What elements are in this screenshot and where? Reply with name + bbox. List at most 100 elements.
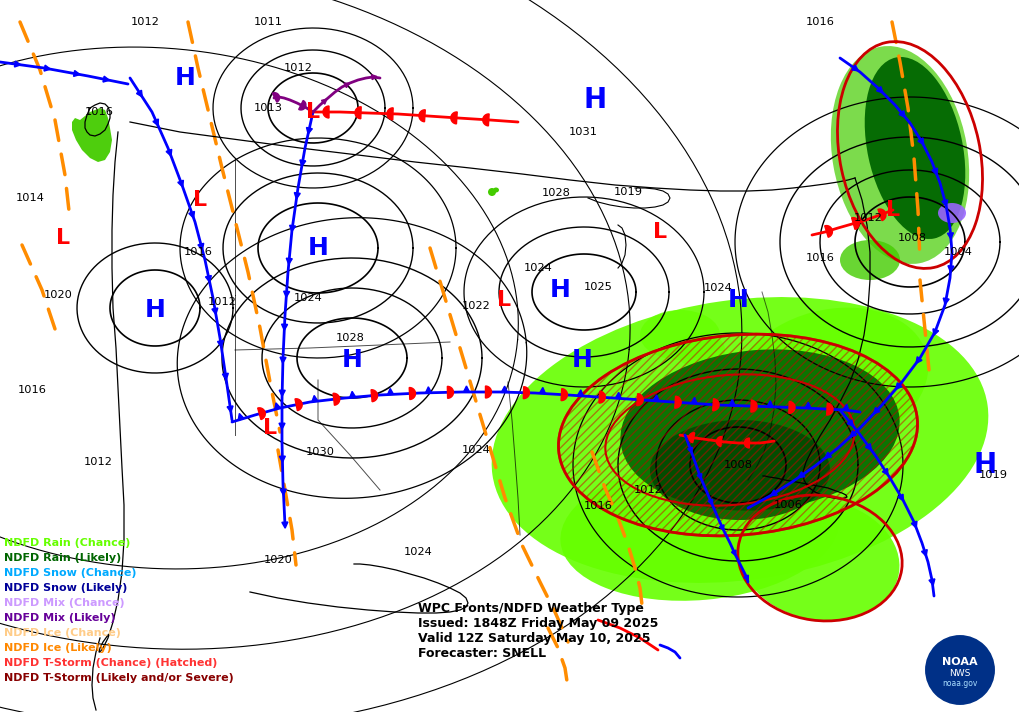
Polygon shape: [279, 456, 285, 462]
Text: 1016: 1016: [17, 385, 47, 395]
Polygon shape: [344, 83, 350, 88]
Polygon shape: [918, 138, 923, 145]
Text: 1024: 1024: [293, 293, 322, 303]
Ellipse shape: [488, 188, 496, 196]
Ellipse shape: [840, 240, 900, 280]
Text: NDFD Rain (Chance): NDFD Rain (Chance): [4, 538, 130, 548]
Polygon shape: [206, 276, 211, 282]
Polygon shape: [916, 357, 922, 363]
Text: 1016: 1016: [806, 253, 835, 263]
Polygon shape: [198, 244, 204, 250]
Text: 1016: 1016: [584, 501, 612, 511]
Text: 1012: 1012: [283, 63, 313, 73]
Polygon shape: [283, 291, 289, 298]
Polygon shape: [789, 402, 795, 414]
Polygon shape: [825, 452, 832, 459]
Text: noaa.gov: noaa.gov: [943, 679, 977, 689]
Polygon shape: [355, 107, 361, 119]
Text: 1016: 1016: [85, 107, 113, 117]
Polygon shape: [561, 389, 568, 401]
Text: NDFD Ice (Chance): NDFD Ice (Chance): [4, 628, 121, 638]
Text: H: H: [341, 348, 363, 372]
Text: 1024: 1024: [404, 547, 432, 557]
Polygon shape: [708, 499, 712, 505]
Polygon shape: [450, 112, 458, 124]
Polygon shape: [323, 106, 329, 118]
Text: L: L: [263, 418, 277, 438]
Polygon shape: [222, 373, 228, 379]
Text: 1028: 1028: [541, 188, 571, 198]
Text: L: L: [56, 228, 70, 248]
Polygon shape: [72, 108, 112, 162]
Polygon shape: [729, 399, 735, 406]
Text: NDFD T-Storm (Chance) (Hatched): NDFD T-Storm (Chance) (Hatched): [4, 658, 217, 668]
Polygon shape: [426, 387, 431, 393]
Text: L: L: [193, 190, 207, 210]
Text: L: L: [653, 222, 667, 242]
Polygon shape: [770, 490, 777, 496]
Polygon shape: [281, 324, 287, 330]
Text: 1024: 1024: [524, 263, 552, 273]
Polygon shape: [876, 87, 882, 93]
Polygon shape: [719, 525, 723, 530]
Text: 1012: 1012: [854, 213, 882, 223]
Polygon shape: [599, 391, 605, 403]
Polygon shape: [299, 100, 306, 110]
Polygon shape: [321, 99, 327, 104]
Text: 1012: 1012: [634, 485, 662, 495]
Ellipse shape: [560, 459, 840, 601]
Polygon shape: [744, 575, 748, 581]
Polygon shape: [447, 387, 453, 398]
Polygon shape: [929, 579, 934, 585]
Text: 1028: 1028: [335, 333, 365, 343]
Text: H: H: [572, 348, 592, 372]
Polygon shape: [410, 387, 416, 399]
Text: H: H: [728, 288, 748, 312]
Text: H: H: [308, 236, 328, 260]
Text: NDFD Rain (Likely): NDFD Rain (Likely): [4, 553, 121, 563]
Polygon shape: [189, 211, 195, 218]
Polygon shape: [501, 386, 507, 392]
Polygon shape: [280, 489, 286, 496]
Polygon shape: [300, 160, 306, 167]
Polygon shape: [279, 390, 285, 397]
Polygon shape: [464, 386, 470, 392]
Text: 1014: 1014: [15, 193, 45, 203]
Polygon shape: [716, 436, 722, 446]
Text: H: H: [584, 86, 606, 114]
Polygon shape: [732, 550, 736, 555]
Polygon shape: [387, 108, 393, 120]
Text: 1022: 1022: [462, 301, 490, 311]
Polygon shape: [524, 387, 530, 399]
Polygon shape: [286, 258, 292, 264]
Polygon shape: [279, 423, 285, 429]
Text: 1031: 1031: [569, 127, 597, 137]
Circle shape: [924, 634, 996, 706]
Polygon shape: [653, 395, 659, 401]
Polygon shape: [539, 387, 545, 394]
Polygon shape: [932, 168, 937, 175]
Text: NOAA: NOAA: [943, 657, 978, 667]
Polygon shape: [485, 386, 491, 398]
Text: H: H: [174, 66, 196, 90]
Text: 1006: 1006: [773, 500, 802, 510]
Text: 1019: 1019: [978, 470, 1008, 480]
Polygon shape: [212, 308, 218, 315]
Text: NDFD Ice (Likely): NDFD Ice (Likely): [4, 643, 112, 653]
Polygon shape: [153, 119, 158, 126]
Polygon shape: [73, 70, 81, 76]
Text: H: H: [145, 298, 165, 322]
Text: 1016: 1016: [183, 247, 212, 257]
Ellipse shape: [938, 203, 966, 223]
Ellipse shape: [621, 350, 900, 511]
Polygon shape: [312, 395, 318, 402]
Polygon shape: [14, 61, 20, 67]
Polygon shape: [852, 65, 858, 71]
Text: NDFD Snow (Chance): NDFD Snow (Chance): [4, 568, 137, 578]
Polygon shape: [166, 150, 172, 156]
Text: WPC Fronts/NDFD Weather Type
Issued: 1848Z Friday May 09 2025
Valid 12Z Saturday: WPC Fronts/NDFD Weather Type Issued: 184…: [418, 602, 658, 660]
Polygon shape: [483, 114, 489, 126]
Ellipse shape: [675, 333, 725, 367]
Polygon shape: [878, 209, 886, 221]
Text: NDFD Mix (Likely): NDFD Mix (Likely): [4, 613, 115, 623]
